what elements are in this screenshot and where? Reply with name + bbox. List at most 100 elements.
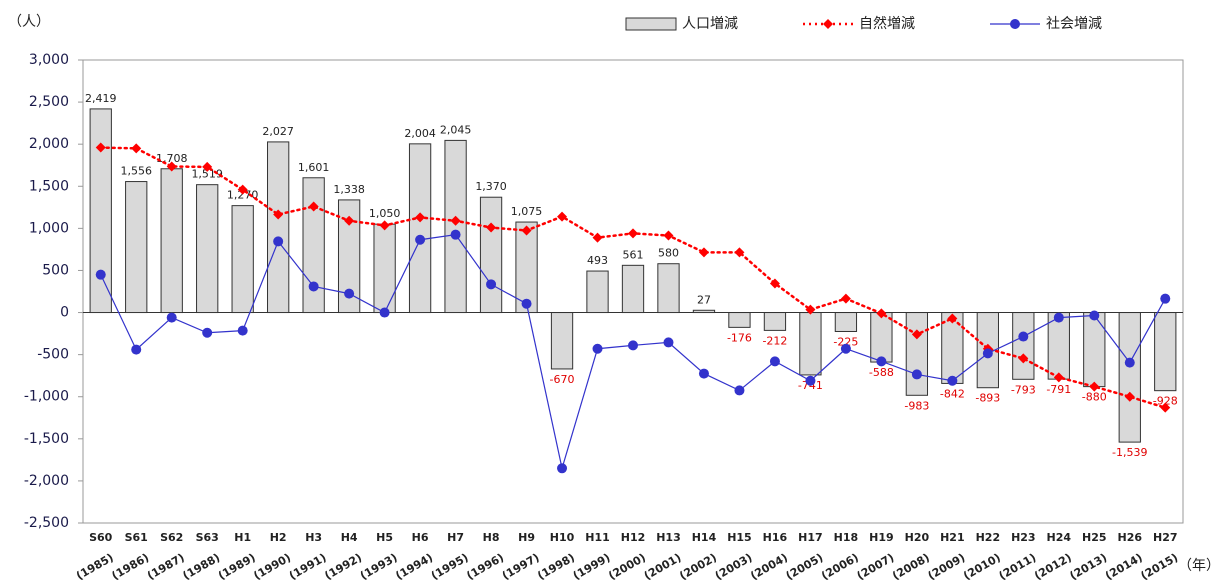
x-tick-label: H26 (1118, 531, 1143, 544)
marker (166, 161, 177, 172)
marker (308, 281, 319, 292)
data-label: 2,027 (262, 125, 294, 138)
bar (196, 184, 219, 314)
y-tick-label: -1,500 (24, 431, 69, 447)
marker (734, 247, 745, 258)
data-label: -880 (1082, 391, 1107, 404)
x-year-label: (1993) (358, 551, 400, 583)
marker (237, 325, 248, 336)
marker (628, 340, 638, 351)
x-tick-label: S60 (89, 531, 113, 544)
marker (273, 209, 284, 220)
x-axis-label: （年） (1178, 558, 1220, 574)
x-tick-label: H20 (905, 531, 930, 544)
bar (373, 223, 396, 314)
bar (905, 312, 929, 396)
legend-marker (1010, 19, 1020, 29)
x-year-label: (2009) (926, 551, 968, 583)
marker (202, 327, 213, 338)
bar (657, 263, 680, 314)
bar (160, 168, 183, 314)
y-tick-label: -2,500 (24, 515, 69, 531)
x-tick-label: H5 (376, 531, 393, 544)
marker (1053, 312, 1064, 323)
bar (692, 309, 716, 314)
x-tick-label: H12 (621, 531, 646, 544)
marker (344, 215, 355, 226)
x-year-label: (2014) (1103, 551, 1145, 583)
x-tick-label: H6 (412, 531, 429, 544)
marker (663, 337, 674, 348)
marker (1124, 391, 1135, 402)
x-year-label: (1989) (216, 551, 258, 583)
x-tick-label: H10 (550, 531, 575, 544)
x-year-label: (2011) (997, 551, 1039, 583)
marker (521, 298, 532, 309)
bar (444, 139, 467, 314)
bar (515, 221, 538, 314)
x-year-label: (2012) (1032, 551, 1074, 583)
marker (947, 313, 958, 324)
bar (1154, 312, 1177, 392)
marker (769, 356, 780, 367)
marker (486, 222, 497, 233)
bar (728, 312, 751, 328)
bar (1118, 312, 1141, 443)
x-tick-label: H2 (270, 531, 287, 544)
data-label: -176 (727, 331, 752, 344)
marker (273, 236, 284, 247)
x-tick-label: H25 (1082, 531, 1107, 544)
data-label: -791 (1046, 383, 1071, 396)
data-label: -983 (904, 399, 929, 412)
marker (592, 343, 603, 354)
y-tick-label: -1,000 (24, 389, 69, 405)
marker (1018, 353, 1029, 364)
marker (805, 304, 816, 315)
y-tick-label: 3,000 (29, 52, 69, 68)
x-tick-label: H19 (869, 531, 894, 544)
marker (379, 220, 390, 231)
data-label: -225 (833, 335, 858, 348)
x-year-label: (1992) (322, 551, 364, 583)
y-tick-label: 1,500 (29, 178, 69, 194)
x-year-label: (1996) (464, 551, 506, 583)
marker (1160, 402, 1171, 413)
legend-item: 社会増減 (990, 15, 1102, 32)
data-label: 1,338 (333, 183, 365, 196)
x-year-label: (1986) (110, 551, 152, 583)
x-tick-label: H24 (1047, 531, 1072, 544)
marker (663, 230, 674, 241)
x-tick-label: H9 (518, 531, 535, 544)
x-tick-label: S61 (125, 531, 148, 544)
x-tick-label: H21 (940, 531, 965, 544)
y-tick-label: 2,500 (29, 94, 69, 110)
bar (834, 312, 858, 332)
bar (586, 270, 609, 314)
bar (267, 141, 290, 314)
data-label: 27 (697, 293, 711, 306)
marker (95, 142, 106, 153)
x-year-label: (1987) (145, 551, 187, 583)
bar (125, 181, 148, 314)
marker (166, 312, 177, 323)
marker (628, 228, 638, 239)
marker (1018, 331, 1029, 342)
x-tick-label: S62 (160, 531, 183, 544)
data-label: -670 (550, 373, 575, 386)
x-year-label: (1999) (571, 551, 613, 583)
x-tick-label: H23 (1011, 531, 1036, 544)
x-year-label: (2004) (748, 551, 790, 583)
x-year-label: (2015) (1139, 551, 1181, 583)
x-tick-label: H13 (656, 531, 681, 544)
x-tick-label: H8 (483, 531, 500, 544)
marker (1160, 293, 1171, 304)
data-label: -842 (940, 387, 965, 400)
bar (550, 312, 574, 370)
data-label: -893 (975, 392, 1000, 405)
data-label: -1,539 (1112, 446, 1147, 459)
data-label: 2,419 (85, 92, 117, 105)
x-year-label: (1994) (393, 551, 435, 583)
x-tick-label: H1 (234, 531, 251, 544)
x-year-label: (1990) (251, 551, 293, 583)
bar (231, 205, 254, 314)
